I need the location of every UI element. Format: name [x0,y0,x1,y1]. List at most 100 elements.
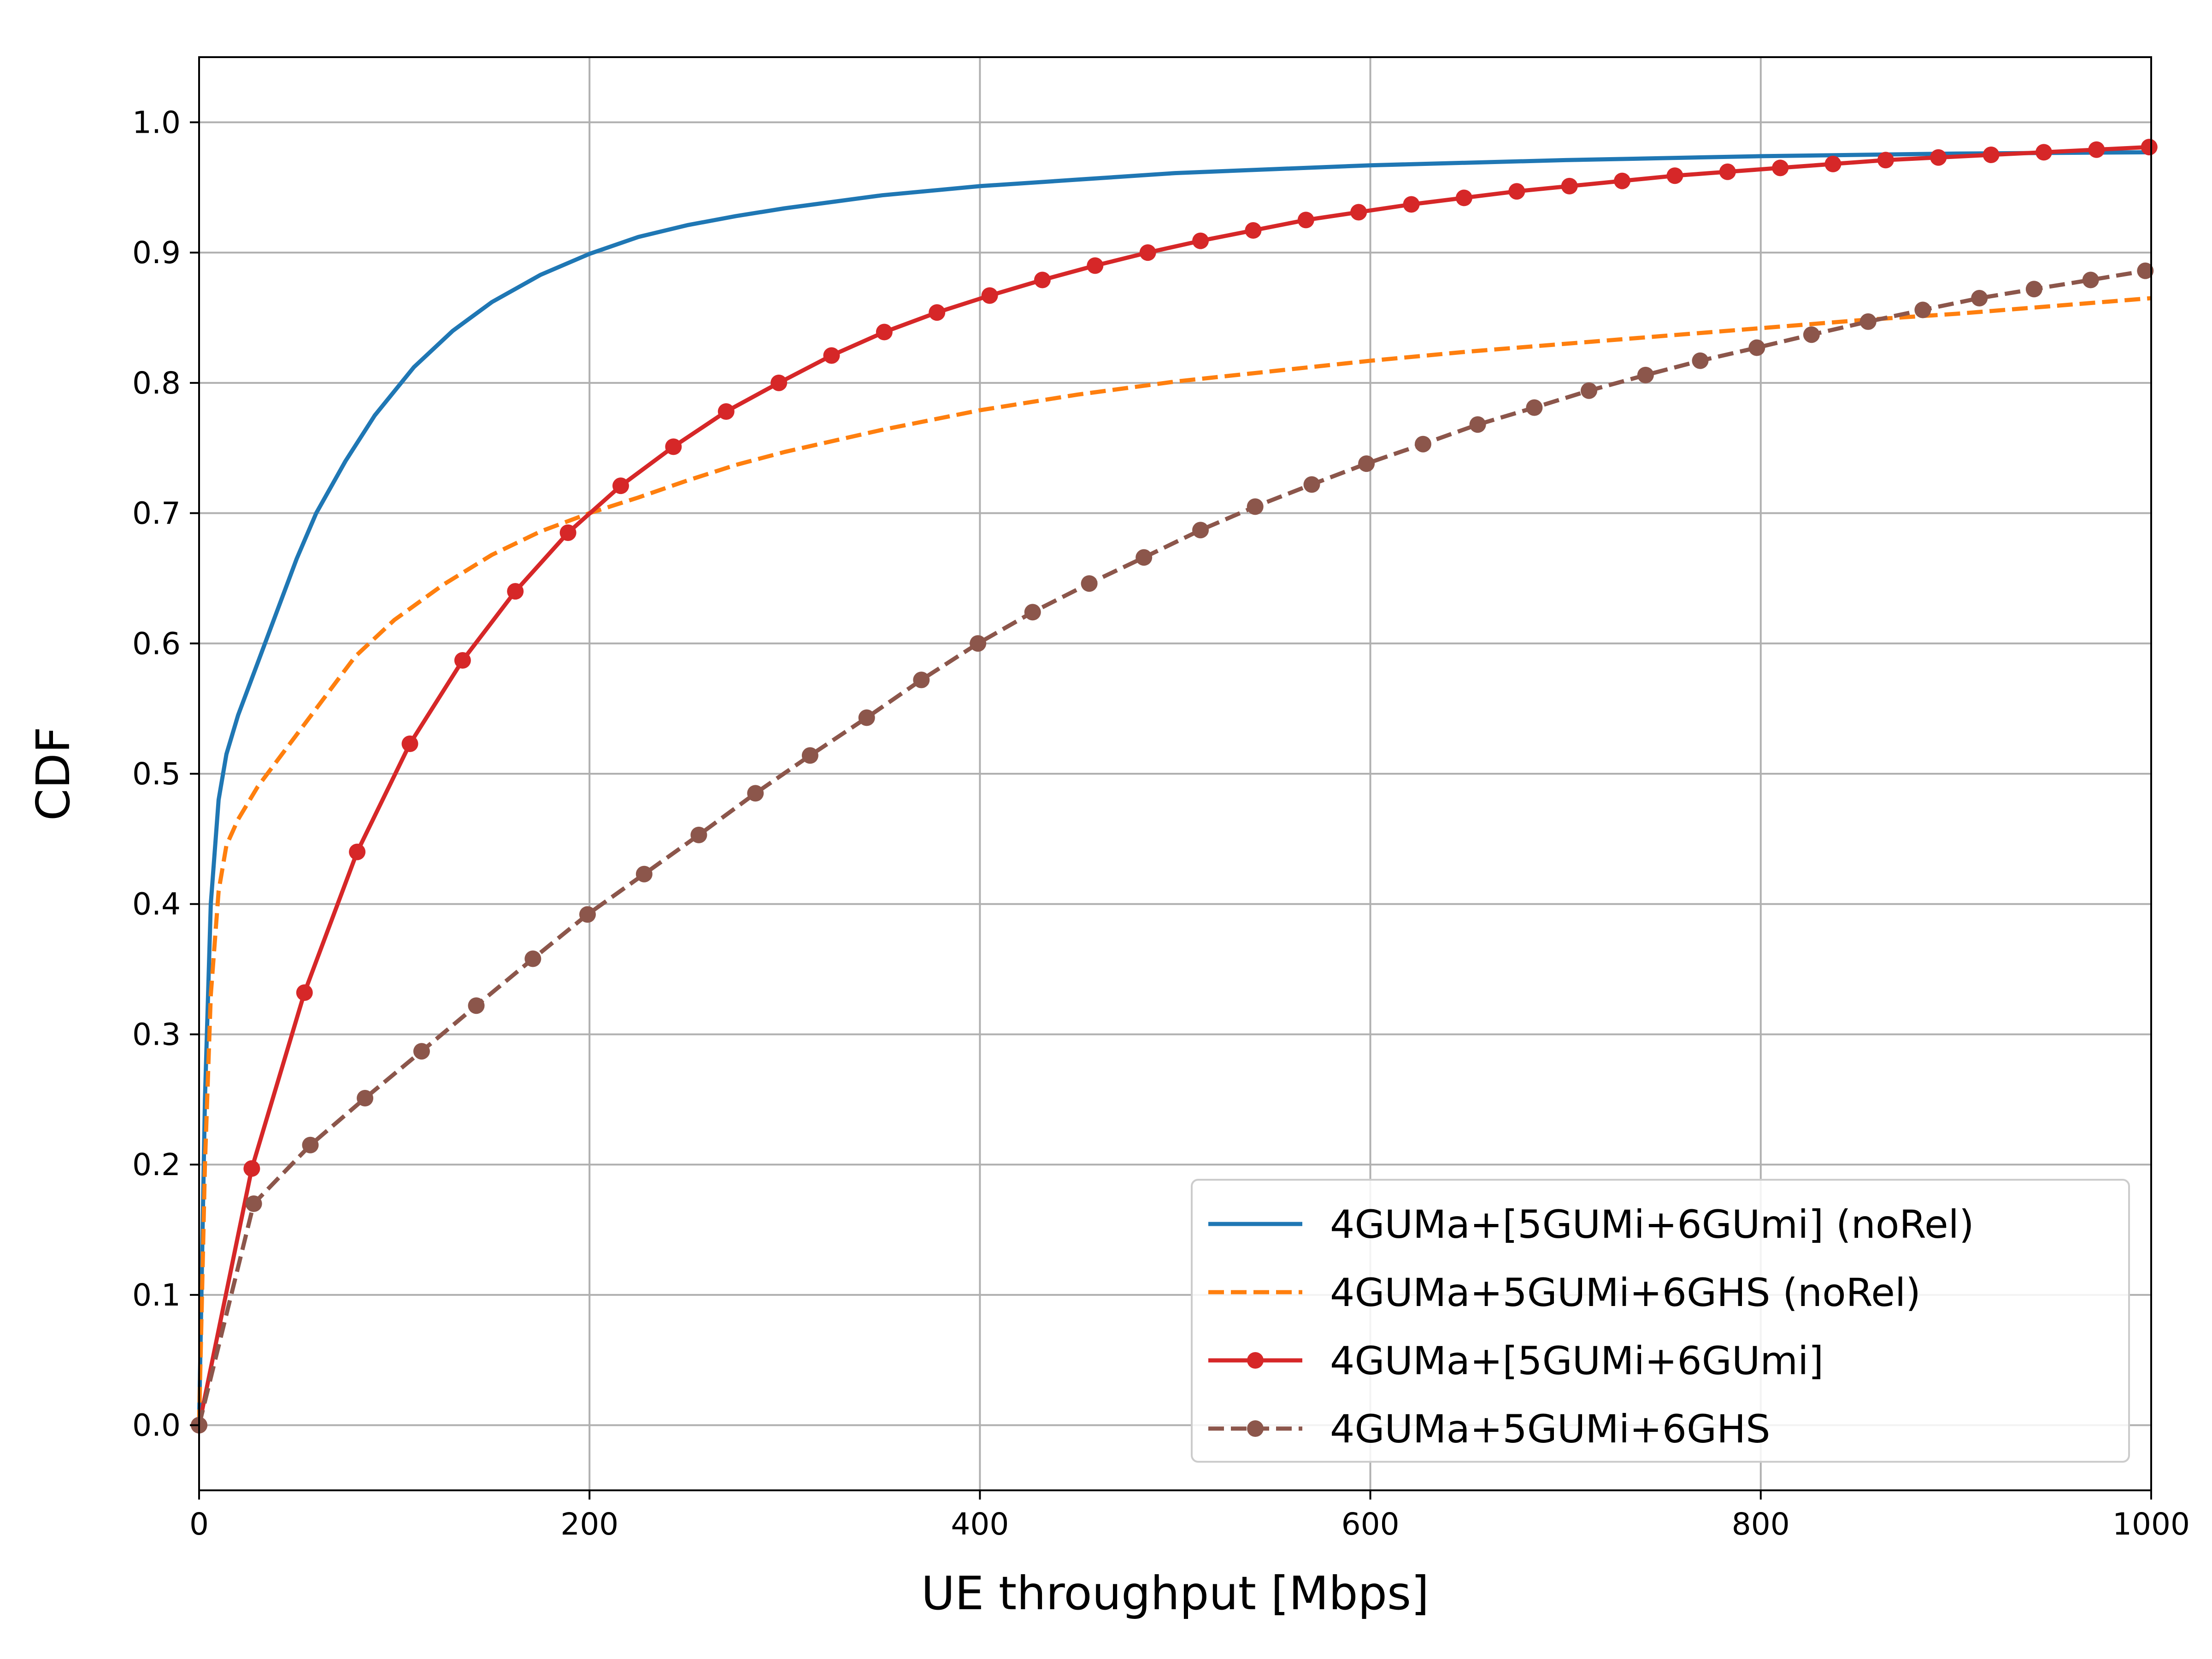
y-tick-label: 1.0 [132,105,181,140]
series-line [197,145,2150,1426]
legend-marker [1247,1420,1264,1437]
data-point [635,865,653,882]
grid [198,57,2152,1490]
data-point [2137,262,2154,279]
data-point [2036,144,2053,161]
legend: 4GUMa+[5GUMi+6GUmi] (noRel) 4GUMa+5GUMi+6… [1191,1179,2130,1463]
data-point [823,347,840,364]
data-point [1247,498,1264,515]
data-point [1024,604,1041,621]
data-point [1877,152,1894,169]
x-tick-label: 0 [189,1506,209,1542]
y-tick-label: 0.3 [132,1017,181,1052]
data-point [507,583,524,600]
legend-label: 4GUMa+5GUMi+6GHS (noRel) [1330,1270,1921,1315]
x-axis-label: UE throughput [Mbps] [921,1566,1429,1620]
data-point [612,477,629,494]
ticks: 0 200 400 600 800 1000 0.0 0.1 0.2 0.3 0.4 0.5 0.6 0.… [132,105,2190,1542]
data-point [1971,290,1988,307]
legend-box [1191,1179,2130,1463]
data-point [1303,476,1320,493]
data-point [1081,575,1098,592]
data-point [1350,204,1367,221]
data-point [1748,339,1765,356]
y-tick-label: 0.4 [132,887,181,922]
y-tick-label: 0.0 [132,1408,181,1443]
data-point [1403,196,1420,213]
data-point [858,709,875,726]
data-point [413,1043,430,1060]
series-2 [197,296,2152,1425]
data-point [1135,549,1153,566]
data-point [913,671,930,688]
y-tick-label: 0.5 [132,756,181,792]
series-line [197,269,2146,1426]
x-tick-label: 200 [560,1506,618,1542]
data-point [1358,455,1375,472]
data-point [1414,435,1431,453]
x-tick-label: 600 [1341,1506,1400,1542]
data-point [2141,139,2158,156]
data-point [1192,232,1209,249]
data-point [718,403,735,420]
x-tick-label: 400 [951,1506,1009,1542]
data-point [1581,382,1598,399]
data-point [690,826,707,843]
y-tick-label: 0.7 [132,496,181,531]
data-point [1297,212,1314,229]
series-4 [191,262,2154,1434]
y-tick-label: 0.1 [132,1277,181,1313]
data-point [747,785,764,802]
y-tick-label: 0.2 [132,1147,181,1182]
data-point [2025,281,2042,298]
data-point [1824,155,1841,172]
data-point [876,324,893,341]
data-point [1087,257,1104,274]
y-tick-label: 0.8 [132,365,181,401]
y-axis-label: CDF [26,727,80,821]
data-point [970,635,987,652]
data-point [245,1195,262,1212]
data-point [1614,172,1631,189]
data-point [1666,167,1683,184]
x-tick-label: 1000 [2112,1506,2190,1542]
data-point [1455,189,1472,206]
data-point [801,747,818,764]
data-point [1859,313,1877,330]
data-point [579,906,596,923]
data-point [1983,147,2000,164]
data-point [1719,163,1736,180]
data-point [665,438,682,455]
data-point [1803,326,1820,343]
legend-label: 4GUMa+5GUMi+6GHS [1330,1406,1771,1452]
data-point [1930,149,1947,166]
data-point [1637,366,1654,383]
data-point [1561,177,1578,194]
data-point [1469,416,1486,433]
data-point [349,843,366,860]
data-point [524,950,541,967]
data-point [357,1089,374,1106]
data-point [2088,141,2105,158]
series-line [197,150,2152,1425]
series-line [197,296,2152,1425]
data-point [302,1136,319,1153]
data-point [559,524,577,541]
data-point [1192,522,1209,539]
data-point [1245,222,1262,239]
y-tick-label: 0.9 [132,235,181,271]
data-point [1508,183,1525,200]
data-point [1526,399,1543,416]
data-point [1034,271,1051,288]
legend-label: 4GUMa+[5GUMi+6GUmi] [1330,1338,1824,1383]
data-point [401,735,418,752]
data-point [243,1160,260,1177]
data-point [1914,301,1931,318]
legend-marker [1247,1352,1264,1369]
data-point [1692,352,1709,369]
x-tick-label: 800 [1732,1506,1790,1542]
legend-label: 4GUMa+[5GUMi+6GUmi] (noRel) [1330,1202,1974,1247]
data-point [1139,244,1156,261]
